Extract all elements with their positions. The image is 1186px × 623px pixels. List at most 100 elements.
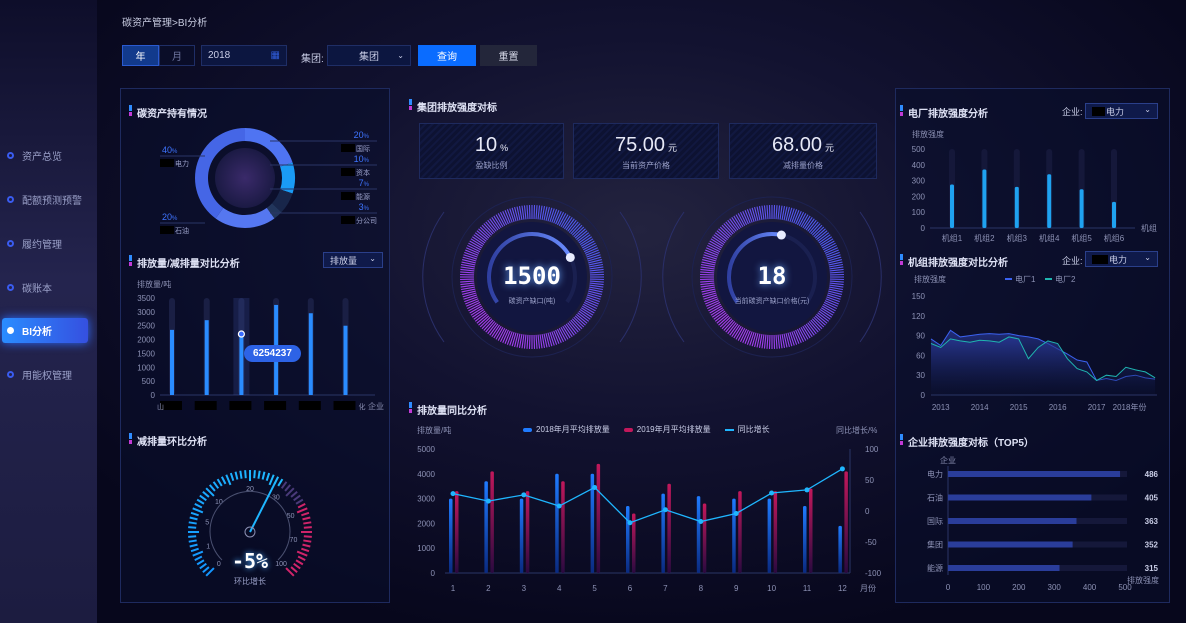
gauge-tick — [826, 251, 840, 258]
x-tick-label: 2015 — [1010, 403, 1028, 412]
x-tick-label: 0 — [946, 583, 951, 592]
growth-point — [592, 484, 598, 490]
gauge-tick — [460, 282, 475, 286]
y-tick-label: 300 — [912, 177, 926, 186]
bullet-icon — [7, 240, 14, 247]
gauge-tick — [468, 303, 482, 312]
gauge-tick — [570, 223, 581, 235]
bar — [982, 169, 987, 228]
x-axis-label: 机组 — [1141, 223, 1157, 233]
y-tick-label: 120 — [912, 312, 926, 321]
y-tick-label: 400 — [912, 161, 926, 170]
donut-center — [215, 148, 275, 208]
sidebar-item-bi-analysis[interactable]: BI分析 — [2, 318, 88, 343]
legend-item-2019[interactable]: 2019年月平均排放量 — [623, 424, 711, 435]
gauge-needle — [249, 481, 277, 533]
gauge-tick — [708, 303, 722, 312]
gauge-tick — [731, 324, 741, 337]
top5-title: 企业排放强度对标（TOP5） — [900, 434, 1034, 449]
y-tick-label: 2500 — [137, 322, 155, 331]
gauge-tick — [567, 322, 577, 335]
gauge-tick — [301, 547, 310, 553]
gauge-tick — [710, 238, 724, 247]
gauge-tick — [587, 256, 602, 262]
bar — [948, 471, 1121, 477]
x-tick-label: 机组6 — [1104, 233, 1125, 243]
gauge-tick — [189, 543, 198, 548]
redacted — [229, 401, 252, 410]
x-tick-label: 机组5 — [1071, 233, 1092, 243]
bar-2019 — [809, 488, 813, 573]
gauge-tick — [754, 207, 759, 221]
chevron-down-icon: ⌄ — [1144, 105, 1151, 114]
gauge-tick — [504, 210, 511, 224]
gauge-tick — [761, 205, 765, 220]
tab-year[interactable]: 年 — [122, 45, 159, 66]
gauge-tick — [576, 313, 588, 324]
sidebar-item-carbon-ledger[interactable]: 碳账本 — [2, 275, 88, 300]
gauge-tick — [466, 247, 480, 254]
gauge-tick — [543, 333, 548, 348]
gauge-inner-arc — [209, 490, 291, 561]
gauge-tick — [702, 256, 717, 262]
gauge-tick — [553, 210, 560, 224]
gauge-tick — [737, 213, 746, 227]
bar-2019 — [667, 483, 671, 573]
gauge-tick — [535, 334, 538, 349]
sidebar-item-compliance[interactable]: 履约管理 — [2, 231, 88, 256]
gauge-tick — [828, 290, 842, 295]
gauge-tick — [775, 334, 778, 349]
x-tick-label: 8 — [699, 584, 704, 593]
gauge-tick — [467, 301, 481, 310]
plant-company-select[interactable]: 电力 ⌄ — [1085, 103, 1158, 119]
unit-company-select[interactable]: 电力 ⌄ — [1085, 251, 1158, 267]
gauge-tick — [701, 261, 716, 266]
bullet-icon — [7, 284, 14, 291]
growth-point — [485, 498, 491, 504]
gauge-tick — [721, 224, 733, 236]
stat-value: 75.00 — [614, 134, 666, 156]
gauge-tick — [700, 282, 715, 286]
gauge-tick — [825, 298, 839, 305]
x-axis-label: 企业 — [368, 401, 384, 411]
query-button[interactable]: 查询 — [418, 45, 476, 66]
group-value: 集团 — [359, 52, 379, 63]
y-tick-label: 100 — [912, 208, 926, 217]
gauge-tick — [521, 334, 525, 349]
gauge-tick — [487, 322, 497, 335]
sidebar-item-quota-forecast[interactable]: 配额预测预警 — [2, 187, 88, 212]
gauge-tick — [570, 319, 581, 331]
legend-label: 2019年月平均排放量 — [636, 425, 711, 434]
gauge-tick — [793, 210, 800, 224]
group-select[interactable]: 集团 ⌄ — [327, 45, 411, 66]
gauge-tick — [190, 511, 199, 517]
bar-2018 — [484, 481, 488, 573]
gauge-tick — [234, 471, 239, 480]
emission-type-select[interactable]: 排放量 ⌄ — [323, 252, 383, 268]
y-tick-label: 0 — [151, 391, 156, 400]
gauge-tick — [589, 284, 604, 288]
date-picker[interactable]: 2018 ▦ — [201, 45, 287, 66]
gauge-tick — [824, 247, 838, 254]
legend-item-growth[interactable]: 同比增长 — [724, 424, 770, 435]
gauge-tick — [565, 323, 575, 336]
y-left-tick-label: 5000 — [417, 445, 435, 454]
gauge-tick — [701, 288, 716, 293]
gauge-tick — [785, 207, 790, 221]
gauge-tick — [583, 301, 597, 310]
sidebar-item-energy-rights[interactable]: 用能权管理 — [2, 362, 88, 387]
gap-tons-label: 碳资产缺口(吨) — [508, 298, 556, 305]
gauge-tick — [727, 219, 737, 232]
gauge-tick — [800, 326, 809, 340]
tab-month[interactable]: 月 — [159, 45, 195, 66]
gauge-tick — [821, 305, 835, 314]
gauge-tick — [586, 251, 600, 258]
x-tick-label: 10 — [767, 584, 776, 593]
reset-button[interactable]: 重置 — [480, 45, 537, 66]
gauge-tick — [551, 331, 558, 345]
gauge-tick — [761, 334, 765, 349]
sidebar-item-asset-overview[interactable]: 资产总览 — [2, 143, 88, 168]
gauge-tick — [188, 526, 197, 529]
bar-2018 — [449, 498, 453, 573]
legend-item-2018[interactable]: 2018年月平均排放量 — [523, 424, 610, 435]
